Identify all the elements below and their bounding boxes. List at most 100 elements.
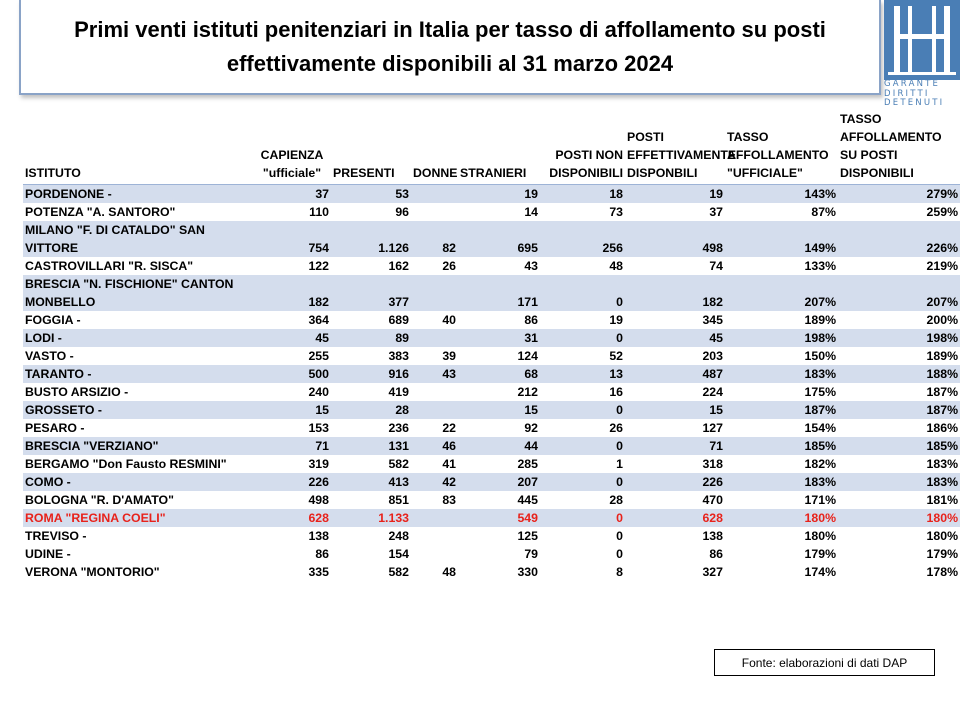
table-cell: 86 xyxy=(709,547,723,561)
table-cell: 182 xyxy=(253,275,331,311)
table-row: UDINE - 86 154 79 0 86 179% 179% xyxy=(23,545,960,563)
table-cell: 1.126 xyxy=(331,221,411,257)
table-cell xyxy=(411,509,458,527)
table-cell: 122 xyxy=(308,259,329,273)
table-cell: 174% xyxy=(804,565,836,579)
table-cell: 89 xyxy=(331,329,411,347)
table-cell: 259% xyxy=(926,205,958,219)
logo-mark-icon xyxy=(884,0,960,80)
table-cell: 582 xyxy=(388,457,409,471)
table-cell: 28 xyxy=(331,401,411,419)
table-row: FOGGIA - 364 689 40 86 19 345 189% 200% xyxy=(23,311,960,329)
table-cell: 0 xyxy=(616,547,623,561)
table-cell: 13 xyxy=(540,365,625,383)
table-cell: 19 xyxy=(625,184,725,203)
table-cell: 133% xyxy=(804,259,836,273)
header-donne: DONNE xyxy=(411,110,458,185)
table-cell: 183% xyxy=(926,457,958,471)
logo-text-line: GARANTE xyxy=(884,79,941,89)
table-row: BRESCIA "VERZIANO" 71 131 46 44 0 71 185% 185% xyxy=(23,437,960,455)
table-cell: 73 xyxy=(609,205,623,219)
cell-istituto: PESARO - xyxy=(25,421,85,435)
table-cell: 180% xyxy=(838,509,960,527)
table-cell: 110 xyxy=(309,205,329,219)
table-cell: 15 xyxy=(253,401,331,419)
table-row: BRESCIA "N. FISCHIONE" CANTON MONBELLO 18… xyxy=(23,275,960,311)
table-cell: 236 xyxy=(388,421,409,435)
table-cell: 181% xyxy=(926,493,958,507)
table-cell: 127 xyxy=(702,421,723,435)
table-cell: 198% xyxy=(725,329,838,347)
table-cell: 498 xyxy=(625,221,725,257)
table-cell: 41 xyxy=(442,457,456,471)
table-row: TARANTO -500 916 43 68 13 487 183% 188% xyxy=(23,365,960,383)
table-cell: 330 xyxy=(517,565,538,579)
table-row: BOLOGNA "R. D'AMATO" 498 851 83 445 28 470 171%… xyxy=(23,491,960,509)
table-cell: 219% xyxy=(926,259,958,273)
table-cell: 689 xyxy=(388,313,409,327)
table-cell: 48 xyxy=(442,565,456,579)
table-cell: 43 xyxy=(411,365,458,383)
table-cell: 154% xyxy=(804,421,836,435)
table-cell: 1.133 xyxy=(331,509,411,527)
table-cell: 916 xyxy=(331,365,411,383)
table-cell: 377 xyxy=(331,275,411,311)
header-stranieri: STRANIERI xyxy=(458,110,540,185)
table-cell: 96 xyxy=(395,205,409,219)
table-cell: 71 xyxy=(625,437,725,455)
table-cell: 180% xyxy=(725,509,838,527)
table-cell: 19 xyxy=(458,184,540,203)
table-cell: 0 xyxy=(540,329,625,347)
table-cell: 226% xyxy=(838,221,960,257)
table-cell: 26 xyxy=(442,259,456,273)
cell-istituto: BRESCIA "N. FISCHIONE" CANTON MONBELLO xyxy=(23,275,253,311)
cell-istituto: FOGGIA - xyxy=(25,313,81,327)
table-row: POTENZA "A. SANTORO" 110 96 14 73 37 87% 259% xyxy=(23,203,960,221)
table-cell: 143% xyxy=(725,184,838,203)
table-cell: 162 xyxy=(388,259,409,273)
table-cell: 189% xyxy=(804,313,836,327)
table-cell: 187% xyxy=(926,385,958,399)
table-cell: 46 xyxy=(411,437,458,455)
table-cell: 28 xyxy=(609,493,623,507)
table-cell: 15 xyxy=(458,401,540,419)
table-cell: 16 xyxy=(609,385,623,399)
table-row: LODI -45 89 31 0 45 198% 198% xyxy=(23,329,960,347)
table-row: VERONA "MONTORIO" 335 582 48 330 8 327 174% 178% xyxy=(23,563,960,581)
cell-istituto: CASTROVILLARI "R. SISCA" xyxy=(25,259,194,273)
table-cell: 248 xyxy=(388,529,409,543)
table-cell: 500 xyxy=(253,365,331,383)
table-cell: 22 xyxy=(442,421,456,435)
cell-istituto: BRESCIA "VERZIANO" xyxy=(23,437,253,455)
table-cell: 182% xyxy=(804,457,836,471)
table-cell: 154 xyxy=(388,547,409,561)
table-cell: 83 xyxy=(442,493,456,507)
table-cell: 189% xyxy=(926,349,958,363)
table-cell: 255 xyxy=(308,349,329,363)
table-cell: 175% xyxy=(804,385,836,399)
table-cell: 45 xyxy=(253,329,331,347)
table-cell: 183% xyxy=(725,473,838,491)
table-cell: 549 xyxy=(458,509,540,527)
table-cell: 68 xyxy=(458,365,540,383)
table-cell: 188% xyxy=(838,365,960,383)
cell-istituto: ROMA "REGINA COELI" xyxy=(23,509,253,527)
table-cell: 178% xyxy=(926,565,958,579)
table-row: PORDENONE -37 53 19 18 19 143% 279% xyxy=(23,184,960,203)
table-cell: 71 xyxy=(253,437,331,455)
table-cell: 207% xyxy=(838,275,960,311)
table-cell: 445 xyxy=(517,493,538,507)
table-cell: 79 xyxy=(524,547,538,561)
table-cell: 628 xyxy=(253,509,331,527)
table-cell: 0 xyxy=(540,473,625,491)
table-cell: 182 xyxy=(625,275,725,311)
table-row: COMO -226 413 42 207 0 226 183% 183% xyxy=(23,473,960,491)
table-cell: 0 xyxy=(540,401,625,419)
table-cell: 279% xyxy=(838,184,960,203)
table-cell: 15 xyxy=(625,401,725,419)
table-cell: 19 xyxy=(609,313,623,327)
table-cell: 150% xyxy=(804,349,836,363)
table-cell: 45 xyxy=(625,329,725,347)
header-posti-non-disponibili: POSTI NON DISPONIBILI xyxy=(540,110,625,185)
table-cell: 226 xyxy=(625,473,725,491)
